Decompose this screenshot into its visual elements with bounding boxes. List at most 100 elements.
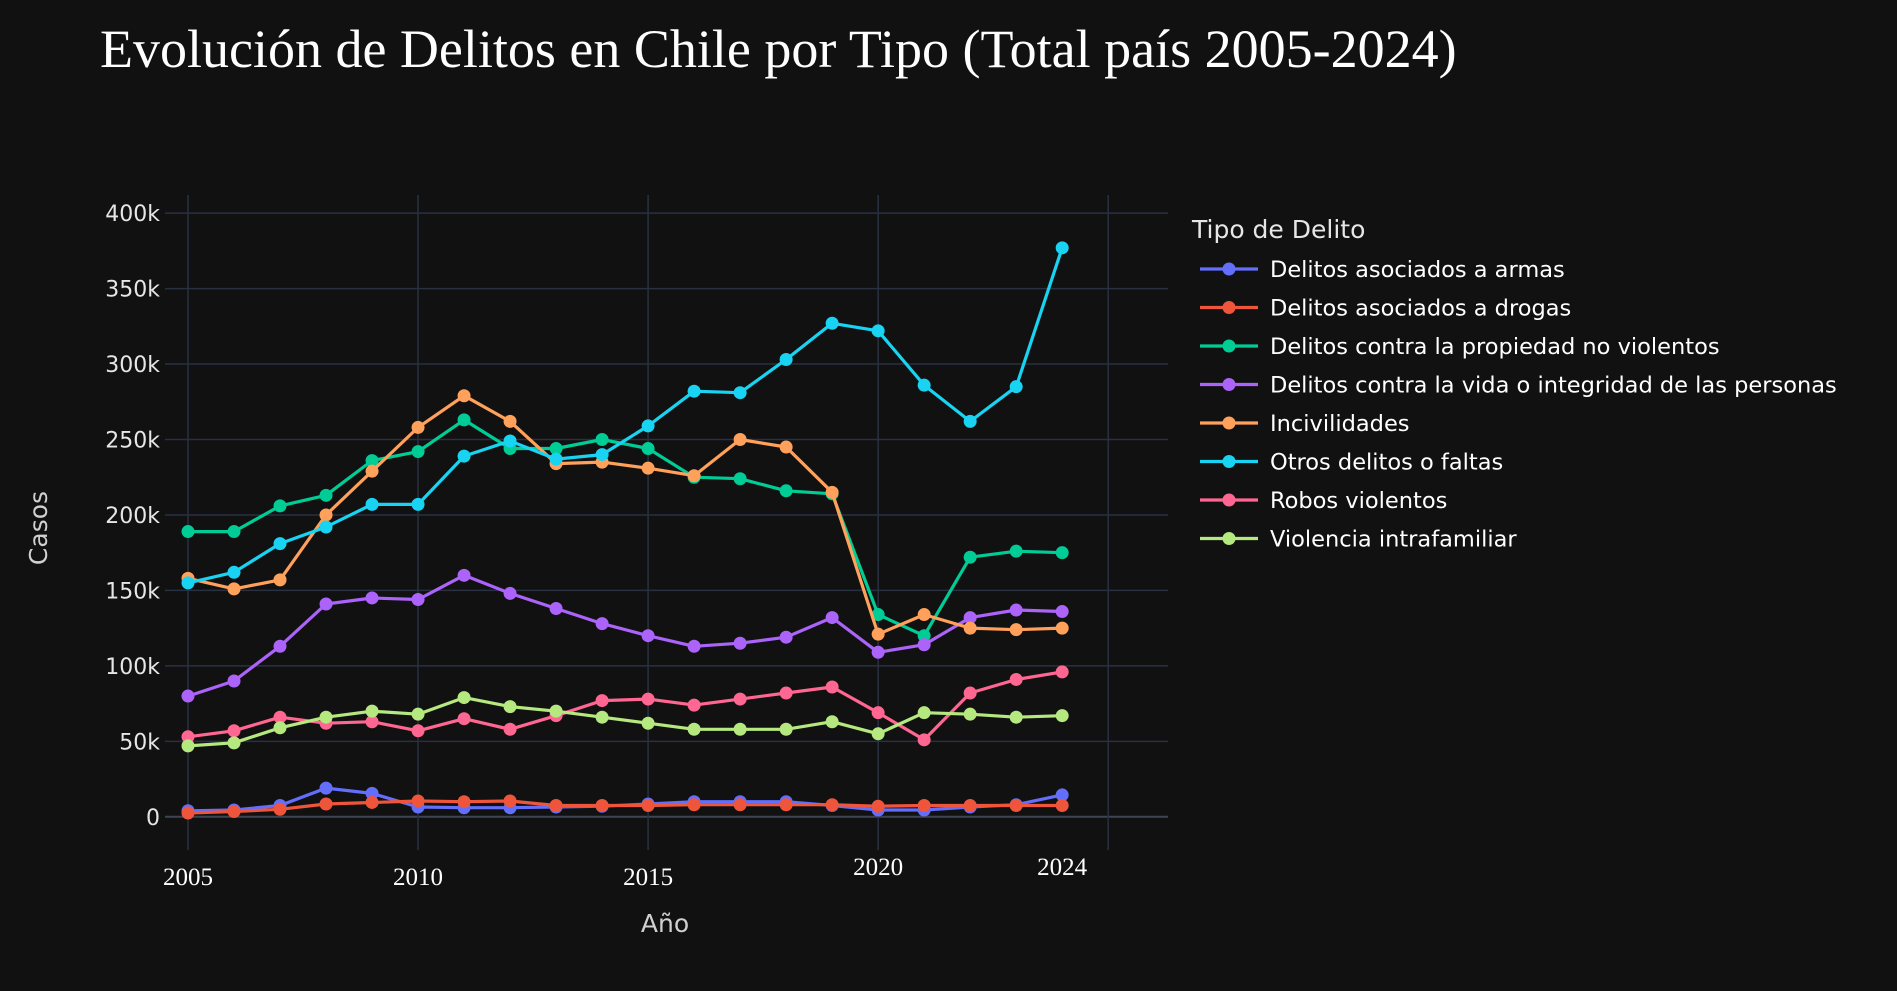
data-point[interactable] <box>733 386 747 400</box>
data-point[interactable] <box>411 794 425 808</box>
data-point[interactable] <box>503 414 517 428</box>
data-point[interactable] <box>411 420 425 434</box>
legend-item[interactable]: Delitos contra la propiedad no violentos <box>1200 334 1720 360</box>
data-point[interactable] <box>733 692 747 706</box>
data-point[interactable] <box>1055 241 1069 255</box>
data-point[interactable] <box>641 716 655 730</box>
legend-item[interactable]: Incivilidades <box>1200 411 1410 437</box>
data-point[interactable] <box>1055 621 1069 635</box>
data-point[interactable] <box>227 582 241 596</box>
data-point[interactable] <box>779 798 793 812</box>
data-point[interactable] <box>963 611 977 625</box>
data-point[interactable] <box>1009 623 1023 637</box>
data-point[interactable] <box>549 704 563 718</box>
data-point[interactable] <box>411 592 425 606</box>
data-point[interactable] <box>1055 605 1069 619</box>
data-point[interactable] <box>917 608 931 622</box>
data-point[interactable] <box>457 413 471 427</box>
data-point[interactable] <box>641 692 655 706</box>
legend-item[interactable]: Violencia intrafamiliar <box>1200 527 1517 553</box>
data-point[interactable] <box>779 484 793 498</box>
data-point[interactable] <box>181 576 195 590</box>
data-point[interactable] <box>779 630 793 644</box>
data-point[interactable] <box>365 715 379 729</box>
data-point[interactable] <box>963 686 977 700</box>
data-point[interactable] <box>687 798 701 812</box>
data-point[interactable] <box>411 445 425 459</box>
data-point[interactable] <box>411 724 425 738</box>
data-point[interactable] <box>1009 544 1023 558</box>
data-point[interactable] <box>1009 603 1023 617</box>
data-point[interactable] <box>917 706 931 720</box>
data-point[interactable] <box>871 627 885 641</box>
data-point[interactable] <box>273 573 287 587</box>
data-point[interactable] <box>963 798 977 812</box>
data-point[interactable] <box>549 452 563 466</box>
data-point[interactable] <box>319 520 333 534</box>
data-point[interactable] <box>733 722 747 736</box>
data-point[interactable] <box>595 694 609 708</box>
data-point[interactable] <box>917 798 931 812</box>
data-point[interactable] <box>1009 798 1023 812</box>
legend-item[interactable]: Delitos asociados a drogas <box>1200 296 1571 322</box>
data-point[interactable] <box>917 378 931 392</box>
data-point[interactable] <box>503 794 517 808</box>
data-point[interactable] <box>917 638 931 652</box>
data-point[interactable] <box>1009 380 1023 394</box>
data-point[interactable] <box>825 316 839 330</box>
legend-item[interactable]: Otros delitos o faltas <box>1200 450 1503 476</box>
data-point[interactable] <box>595 617 609 631</box>
data-point[interactable] <box>411 497 425 511</box>
legend-item[interactable]: Delitos asociados a armas <box>1200 257 1565 283</box>
data-point[interactable] <box>365 454 379 468</box>
data-point[interactable] <box>365 497 379 511</box>
data-point[interactable] <box>779 353 793 367</box>
data-point[interactable] <box>181 806 195 820</box>
data-point[interactable] <box>733 798 747 812</box>
data-point[interactable] <box>457 568 471 582</box>
data-point[interactable] <box>227 805 241 819</box>
data-point[interactable] <box>687 469 701 483</box>
data-point[interactable] <box>549 798 563 812</box>
data-point[interactable] <box>503 586 517 600</box>
data-point[interactable] <box>273 721 287 735</box>
data-point[interactable] <box>457 795 471 809</box>
data-point[interactable] <box>1009 710 1023 724</box>
data-point[interactable] <box>1009 672 1023 686</box>
data-point[interactable] <box>595 432 609 446</box>
data-point[interactable] <box>549 602 563 616</box>
data-point[interactable] <box>273 537 287 551</box>
data-point[interactable] <box>503 700 517 714</box>
data-point[interactable] <box>1055 709 1069 723</box>
data-point[interactable] <box>273 499 287 513</box>
legend-item[interactable]: Robos violentos <box>1200 488 1447 514</box>
data-point[interactable] <box>411 707 425 721</box>
data-point[interactable] <box>319 508 333 522</box>
data-point[interactable] <box>687 639 701 653</box>
data-point[interactable] <box>1055 665 1069 679</box>
data-point[interactable] <box>871 799 885 813</box>
data-point[interactable] <box>319 781 333 795</box>
data-point[interactable] <box>227 565 241 579</box>
legend-item[interactable]: Delitos contra la vida o integridad de l… <box>1200 373 1837 399</box>
data-point[interactable] <box>733 636 747 650</box>
data-point[interactable] <box>365 591 379 605</box>
data-point[interactable] <box>825 485 839 499</box>
data-point[interactable] <box>181 525 195 539</box>
data-point[interactable] <box>1055 788 1069 802</box>
data-point[interactable] <box>687 698 701 712</box>
data-point[interactable] <box>595 798 609 812</box>
data-point[interactable] <box>825 680 839 694</box>
data-point[interactable] <box>917 733 931 747</box>
data-point[interactable] <box>641 461 655 475</box>
data-point[interactable] <box>457 449 471 463</box>
data-point[interactable] <box>641 442 655 456</box>
data-point[interactable] <box>963 550 977 564</box>
data-point[interactable] <box>365 795 379 809</box>
data-point[interactable] <box>641 629 655 643</box>
data-point[interactable] <box>779 722 793 736</box>
data-point[interactable] <box>871 608 885 622</box>
data-point[interactable] <box>457 389 471 403</box>
data-point[interactable] <box>365 704 379 718</box>
data-point[interactable] <box>917 629 931 643</box>
